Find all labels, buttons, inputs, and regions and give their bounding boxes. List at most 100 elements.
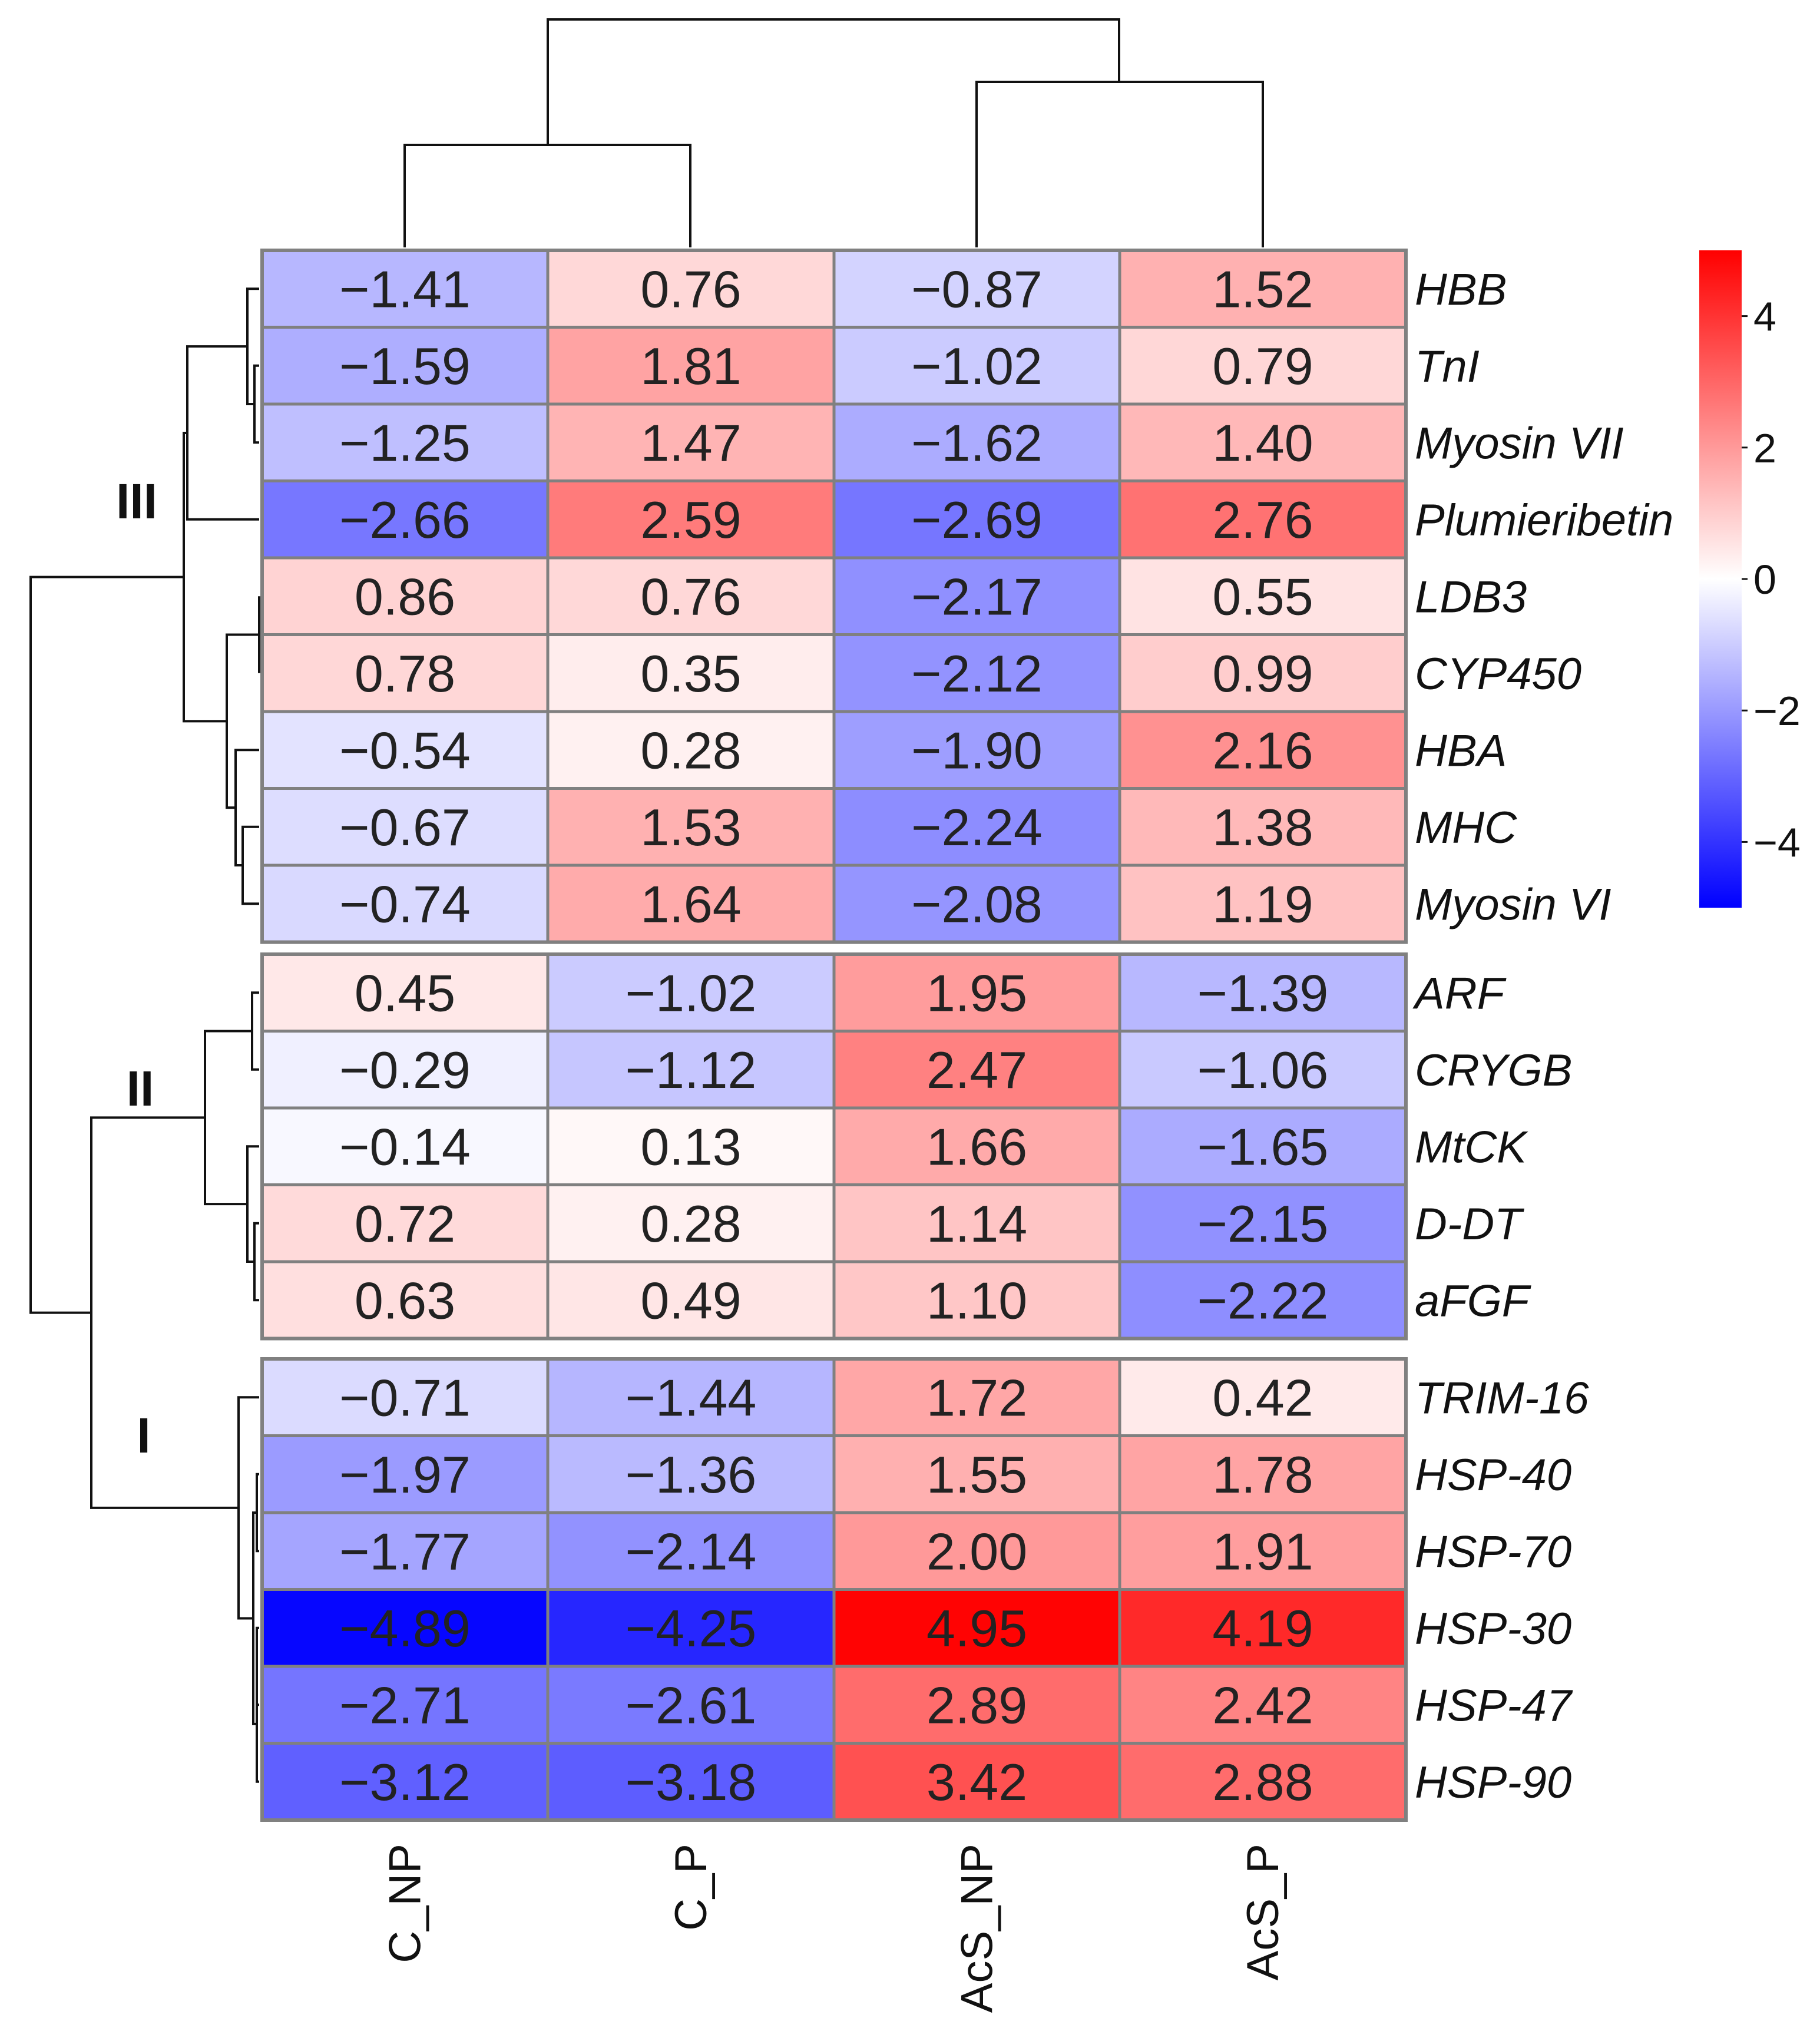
heatmap-cell-LDB3-C_NP xyxy=(260,556,550,636)
heatmap-cell-ARF-AcS_NP xyxy=(832,952,1121,1033)
cell-value-label: 0.42 xyxy=(1212,1368,1313,1427)
cell-value-label: −2.69 xyxy=(911,491,1043,549)
cell-value-label: 0.72 xyxy=(355,1195,455,1253)
heatmap-cell-TnI-AcS_NP xyxy=(832,326,1121,406)
heatmap-cell-MtCK-AcS_P xyxy=(1118,1106,1408,1186)
cell-value-label: 0.99 xyxy=(1212,644,1313,703)
cell-value-label: 1.38 xyxy=(1212,798,1313,856)
heatmap-cell-TRIM-16-AcS_P xyxy=(1118,1357,1408,1437)
colorbar-tick-label: 0 xyxy=(1753,557,1776,603)
cell-value-label: −1.02 xyxy=(911,337,1043,395)
cell-value-label: −2.12 xyxy=(911,644,1043,703)
heatmap-cell-HSP-30-AcS_NP xyxy=(832,1588,1121,1668)
cell-value-label: 3.42 xyxy=(926,1753,1027,1811)
row-label-HSP-70: HSP-70 xyxy=(1415,1527,1571,1577)
colorbar-legend: 4 2 0 −2 −4 xyxy=(1699,250,1801,908)
heatmap-cell-HSP-90-AcS_NP xyxy=(832,1742,1121,1822)
heatmap-cell-CYP450-AcS_P xyxy=(1118,633,1408,713)
colorbar-tick-label: −2 xyxy=(1753,688,1801,734)
cell-value-label: 1.64 xyxy=(640,875,741,933)
cell-value-label: −3.18 xyxy=(626,1753,757,1811)
heatmap-cell-Myosin VI-AcS_P xyxy=(1118,864,1408,944)
cell-value-label: 0.76 xyxy=(640,260,741,318)
heatmap-cell-aFGF-AcS_NP xyxy=(832,1260,1121,1340)
row-label-HSP-40: HSP-40 xyxy=(1415,1450,1571,1500)
heatmap-cells: −1.41 0.76 −0.87 1.52 −1.59 1.81 −1.02 0.79 −1.2… xyxy=(260,249,1408,1822)
heatmap-cell-TRIM-16-C_NP xyxy=(260,1357,550,1437)
cell-value-label: −1.65 xyxy=(1197,1117,1329,1176)
cell-value-label: 1.53 xyxy=(640,798,741,856)
row-label-CYP450: CYP450 xyxy=(1415,649,1581,699)
cluster-block-border xyxy=(260,1357,1408,1822)
cell-value-label: −0.67 xyxy=(339,798,471,856)
cell-value-label: −2.22 xyxy=(1197,1271,1329,1329)
row-label-HBB: HBB xyxy=(1415,264,1507,315)
row-dendrogram-branch xyxy=(256,1666,259,1783)
row-dendrogram-branch xyxy=(29,575,184,1314)
heatmap-cell-D-DT-C_NP xyxy=(260,1183,550,1263)
row-label-HSP-47: HSP-47 xyxy=(1415,1680,1573,1731)
cell-value-label: 0.55 xyxy=(1212,567,1313,626)
heatmap-cell-LDB3-AcS_NP xyxy=(832,556,1121,636)
cell-value-label: 1.19 xyxy=(1212,875,1313,933)
cell-value-label: 1.40 xyxy=(1212,413,1313,472)
heatmap-cell-HSP-47-AcS_NP xyxy=(832,1665,1121,1745)
cell-value-label: −4.89 xyxy=(339,1599,471,1658)
heatmap-cell-MHC-AcS_NP xyxy=(832,787,1121,867)
column-label-AcS_P: AcS_P xyxy=(1238,1844,1288,1980)
colorbar-tick-label: 2 xyxy=(1753,425,1776,471)
row-label-aFGF: aFGF xyxy=(1415,1276,1531,1326)
row-label-TRIM-16: TRIM-16 xyxy=(1415,1373,1589,1423)
cell-value-label: −2.14 xyxy=(626,1522,757,1580)
cluster-block-border xyxy=(260,249,1408,944)
cell-value-label: −2.71 xyxy=(339,1676,471,1734)
cell-value-label: 4.19 xyxy=(1212,1599,1313,1658)
heatmap-cell-Myosin VI-C_P xyxy=(546,864,836,944)
heatmap-cell-LDB3-C_P xyxy=(546,556,836,636)
cell-value-label: −4.25 xyxy=(626,1599,757,1658)
cell-value-label: 1.10 xyxy=(926,1271,1027,1329)
cell-value-label: −1.41 xyxy=(339,260,471,318)
cell-value-label: 0.45 xyxy=(355,964,455,1022)
row-labels: HBB TnI Myosin VII Plumieribetin LDB3 CYP450 H… xyxy=(1412,264,1673,1808)
cell-value-label: 1.95 xyxy=(926,964,1027,1022)
heatmap-cell-MHC-AcS_P xyxy=(1118,787,1408,867)
cell-value-label: −1.59 xyxy=(339,337,471,395)
heatmap-cell-CRYGB-C_NP xyxy=(260,1030,550,1110)
cell-value-label: −1.39 xyxy=(1197,964,1329,1022)
column-label-C_NP: C_NP xyxy=(380,1844,431,1963)
cell-value-label: 2.76 xyxy=(1212,491,1313,549)
row-dendrogram xyxy=(29,287,260,1783)
cell-value-label: −1.25 xyxy=(339,413,471,472)
cell-value-label: 0.49 xyxy=(640,1271,741,1329)
heatmap-cell-HSP-30-C_P xyxy=(546,1588,836,1668)
cell-value-label: 0.13 xyxy=(640,1117,741,1176)
cell-value-label: 0.63 xyxy=(355,1271,455,1329)
cluster-label-III: III xyxy=(116,474,157,529)
column-dendrogram xyxy=(403,18,1264,247)
heatmap-cell-MtCK-AcS_NP xyxy=(832,1106,1121,1186)
heatmap-cell-TnI-C_P xyxy=(546,326,836,406)
cell-value-label: −1.12 xyxy=(626,1041,757,1099)
cell-value-label: 0.86 xyxy=(355,567,455,626)
heatmap-cell-Plumieribetin-AcS_NP xyxy=(832,479,1121,560)
row-label-HSP-30: HSP-30 xyxy=(1415,1604,1571,1654)
cell-value-label: 1.72 xyxy=(926,1368,1027,1427)
heatmap-cell-D-DT-AcS_P xyxy=(1118,1183,1408,1263)
heatmap-cell-HSP-90-C_P xyxy=(546,1742,836,1822)
cell-value-label: 2.59 xyxy=(640,491,741,549)
cell-value-label: −0.14 xyxy=(339,1117,471,1176)
cell-value-label: −2.08 xyxy=(911,875,1043,933)
heatmap-cell-aFGF-AcS_P xyxy=(1118,1260,1408,1340)
cell-value-label: 0.79 xyxy=(1212,337,1313,395)
heatmap-cell-HSP-30-AcS_P xyxy=(1118,1588,1408,1668)
cell-value-label: 1.78 xyxy=(1212,1445,1313,1504)
row-label-D-DT: D-DT xyxy=(1415,1199,1524,1249)
cell-value-label: 2.47 xyxy=(926,1041,1027,1099)
heatmap-cell-Plumieribetin-C_P xyxy=(546,479,836,560)
heatmap-cell-Myosin VII-AcS_P xyxy=(1118,402,1408,482)
cell-value-label: −2.61 xyxy=(626,1676,757,1734)
cell-value-label: −3.12 xyxy=(339,1753,471,1811)
row-label-Plumieribetin: Plumieribetin xyxy=(1415,495,1673,545)
